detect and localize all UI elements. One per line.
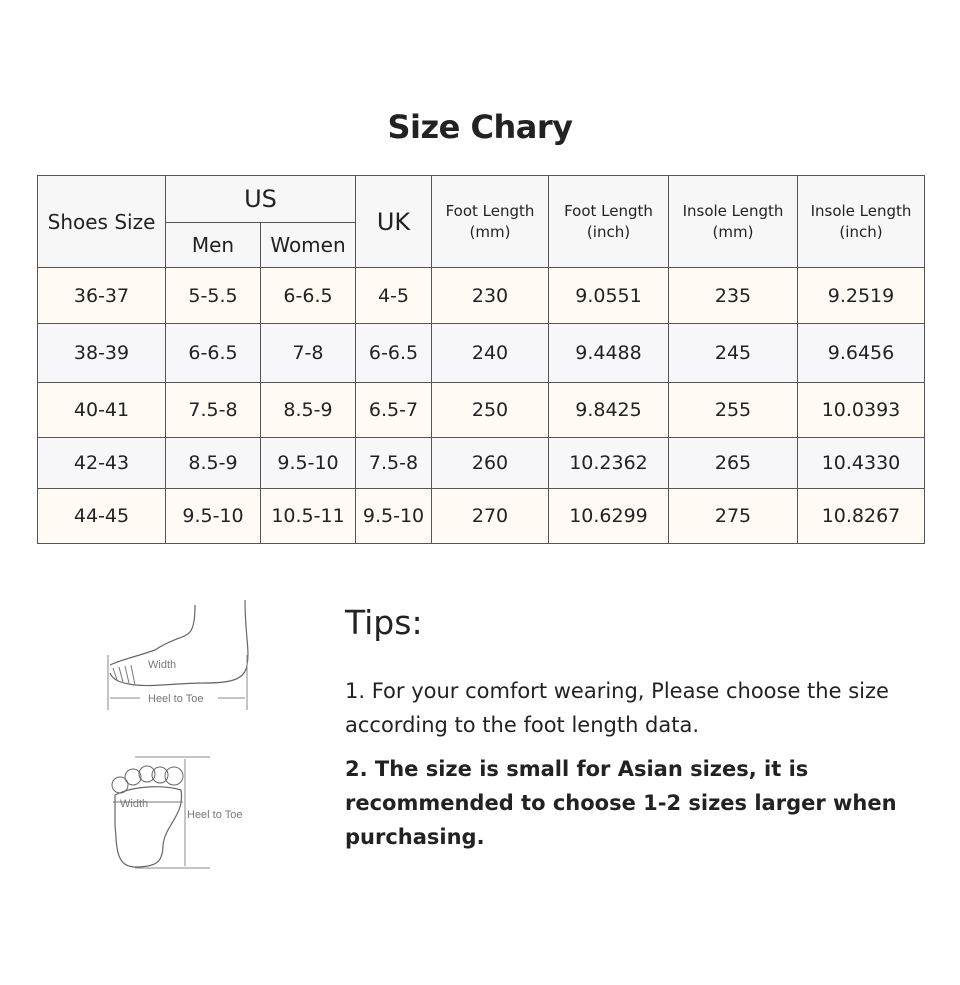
table-row: 36-37 5-5.5 6-6.5 4-5 230 9.0551 235 9.2519 <box>37 267 925 324</box>
table-cell: 270 <box>431 488 549 544</box>
tip-2: 2. The size is small for Asian sizes, it… <box>345 757 897 849</box>
table-cell: 7.5-8 <box>355 437 432 489</box>
header-shoes-size: Shoes Size <box>37 175 166 268</box>
table-cell: 9.4488 <box>548 323 669 383</box>
header-uk: UK <box>355 175 432 268</box>
table-cell: 6-6.5 <box>165 323 261 383</box>
table-cell: 4-5 <box>355 267 432 324</box>
table-row: 38-39 6-6.5 7-8 6-6.5 240 9.4488 245 9.6456 <box>37 323 925 383</box>
page-title: Size Chary <box>387 108 573 146</box>
table-cell: 275 <box>668 488 798 544</box>
table-row: 40-41 7.5-8 8.5-9 6.5-7 250 9.8425 255 10.0393 <box>37 382 925 438</box>
table-cell: 5-5.5 <box>165 267 261 324</box>
table-cell: 10.0393 <box>797 382 925 438</box>
header-insole-length-mm: Insole Length (mm) <box>668 175 798 268</box>
width-label: Width <box>148 659 176 671</box>
table-cell: 38-39 <box>37 323 166 383</box>
tip-1: 1. For your comfort wearing, Please choo… <box>345 679 889 737</box>
table-cell: 8.5-9 <box>260 382 356 438</box>
size-table: Shoes Size US UK Foot Length (mm) Foot Le… <box>37 175 925 544</box>
table-cell: 235 <box>668 267 798 324</box>
table-cell: 255 <box>668 382 798 438</box>
table-cell: 6.5-7 <box>355 382 432 438</box>
header-us: US <box>165 175 356 223</box>
table-cell: 230 <box>431 267 549 324</box>
table-cell: 44-45 <box>37 488 166 544</box>
table-cell: 265 <box>668 437 798 489</box>
header-us-men: Men <box>165 222 261 268</box>
table-cell: 10.4330 <box>797 437 925 489</box>
table-cell: 10.8267 <box>797 488 925 544</box>
table-cell: 240 <box>431 323 549 383</box>
sole-heel-to-toe-label: Heel to Toe <box>187 809 242 821</box>
header-foot-length-mm: Foot Length (mm) <box>431 175 549 268</box>
table-cell: 10.2362 <box>548 437 669 489</box>
tips-heading: Tips: <box>345 603 423 642</box>
table-cell: 9.0551 <box>548 267 669 324</box>
table-cell: 42-43 <box>37 437 166 489</box>
table-cell: 8.5-9 <box>165 437 261 489</box>
table-row: 42-43 8.5-9 9.5-10 7.5-8 260 10.2362 265 10.433… <box>37 437 925 489</box>
table-cell: 6-6.5 <box>260 267 356 324</box>
table-cell: 40-41 <box>37 382 166 438</box>
table-cell: 250 <box>431 382 549 438</box>
foot-side-diagram: Width Heel to Toe <box>107 599 249 710</box>
table-cell: 10.5-11 <box>260 488 356 544</box>
table-cell: 36-37 <box>37 267 166 324</box>
foot-sole-diagram: Width Heel to Toe <box>111 756 242 869</box>
table-cell: 9.6456 <box>797 323 925 383</box>
table-cell: 10.6299 <box>548 488 669 544</box>
table-cell: 9.5-10 <box>260 437 356 489</box>
table-cell: 245 <box>668 323 798 383</box>
table-cell: 9.5-10 <box>165 488 261 544</box>
table-cell: 9.8425 <box>548 382 669 438</box>
table-cell: 260 <box>431 437 549 489</box>
table-cell: 9.5-10 <box>355 488 432 544</box>
header-foot-length-inch: Foot Length (inch) <box>548 175 669 268</box>
table-row: 44-45 9.5-10 10.5-11 9.5-10 270 10.6299 275 10.… <box>37 488 925 544</box>
table-cell: 9.2519 <box>797 267 925 324</box>
sole-width-label: Width <box>120 798 148 810</box>
table-cell: 6-6.5 <box>355 323 432 383</box>
table-cell: 7.5-8 <box>165 382 261 438</box>
table-cell: 7-8 <box>260 323 356 383</box>
header-us-women: Women <box>260 222 356 268</box>
header-insole-length-inch: Insole Length (inch) <box>797 175 925 268</box>
heel-to-toe-label: Heel to Toe <box>148 693 203 705</box>
